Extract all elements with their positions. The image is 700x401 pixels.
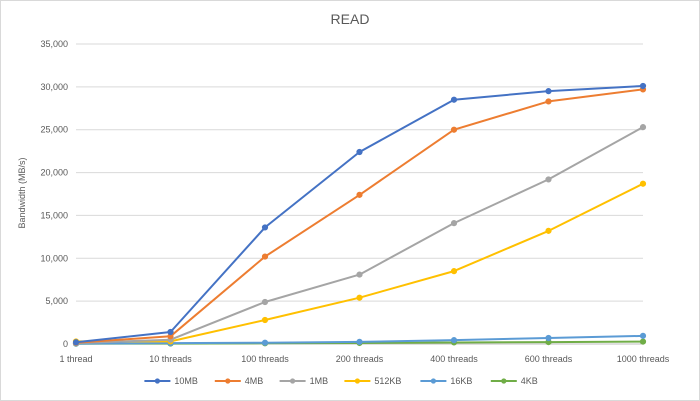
series-512kb: [72, 180, 647, 345]
legend-label: 512KB: [374, 376, 401, 386]
x-tick-label: 1000 threads: [617, 354, 670, 364]
legend-item: 512KB: [344, 376, 401, 386]
legend-item: 1MB: [279, 376, 329, 386]
data-point: [639, 180, 647, 187]
legend-item: 10MB: [144, 376, 198, 386]
data-point: [356, 271, 363, 278]
legend-swatch-marker: [290, 378, 296, 384]
series-line: [75, 126, 644, 345]
data-point: [356, 148, 363, 156]
legend-label: 16KB: [450, 376, 472, 386]
data-point: [639, 82, 647, 90]
legend: 10MB 4MB 1MB 512KB 16KB 4KB: [144, 376, 538, 386]
data-point: [450, 126, 458, 133]
x-tick-label: 10 threads: [149, 354, 192, 364]
series-line: [75, 85, 644, 344]
legend-item: 16KB: [420, 376, 472, 386]
series-line: [76, 182, 644, 343]
data-point: [356, 294, 363, 301]
y-tick-label: 30,000: [40, 82, 68, 92]
series-lines: [72, 82, 647, 347]
data-point: [261, 339, 269, 346]
y-tick-label: 10,000: [40, 253, 68, 263]
data-point: [639, 332, 647, 339]
legend-swatch-marker: [225, 378, 231, 384]
x-tick-label: 200 threads: [336, 354, 384, 364]
data-point: [261, 253, 269, 260]
series-10mb: [72, 82, 647, 346]
legend-swatch-marker: [354, 378, 360, 384]
legend-label: 4KB: [521, 376, 538, 386]
data-point: [261, 316, 269, 324]
legend-swatch-marker: [501, 378, 507, 384]
data-point: [545, 176, 552, 183]
data-point: [261, 298, 269, 306]
y-axis-label: Bandwidth (MB/s): [17, 157, 27, 228]
data-point: [450, 337, 458, 344]
data-point: [261, 224, 269, 231]
legend-label: 1MB: [310, 376, 329, 386]
y-tick-label: 35,000: [40, 39, 68, 49]
y-tick-label: 15,000: [40, 210, 68, 220]
data-point: [545, 88, 552, 95]
y-axis-ticks: 0 5,000 10,000 15,000 20,000 25,000 30,000 35,0…: [40, 39, 68, 349]
data-point: [545, 334, 552, 342]
data-point: [72, 339, 80, 346]
data-point: [639, 338, 647, 345]
data-point: [167, 328, 174, 336]
y-tick-label: 0: [63, 339, 68, 349]
legend-swatch-marker: [430, 378, 436, 384]
legend-item: 4MB: [214, 376, 264, 386]
data-point: [545, 98, 552, 105]
series-line: [75, 88, 644, 344]
x-tick-label: 1 thread: [59, 354, 92, 364]
x-tick-label: 100 threads: [241, 354, 289, 364]
legend-label: 4MB: [245, 376, 264, 386]
series-1mb: [72, 124, 647, 347]
gridlines: [76, 43, 643, 345]
data-point: [545, 227, 552, 234]
data-point: [356, 338, 363, 345]
x-tick-label: 400 threads: [430, 354, 478, 364]
x-axis-ticks: 1 thread 10 threads 100 threads 200 threads…: [59, 354, 669, 364]
series-4mb: [72, 86, 647, 346]
x-tick-label: 600 threads: [525, 354, 573, 364]
chart-title: READ: [331, 11, 370, 27]
y-tick-label: 25,000: [40, 125, 68, 135]
legend-swatch-marker: [154, 378, 160, 384]
data-point: [356, 191, 363, 198]
y-tick-label: 20,000: [40, 168, 68, 178]
data-point: [450, 220, 458, 227]
legend-item: 4KB: [490, 376, 538, 386]
legend-label: 10MB: [174, 376, 198, 386]
data-point: [639, 124, 647, 131]
data-point: [450, 96, 458, 103]
data-point: [450, 268, 458, 275]
y-tick-label: 5,000: [45, 296, 68, 306]
